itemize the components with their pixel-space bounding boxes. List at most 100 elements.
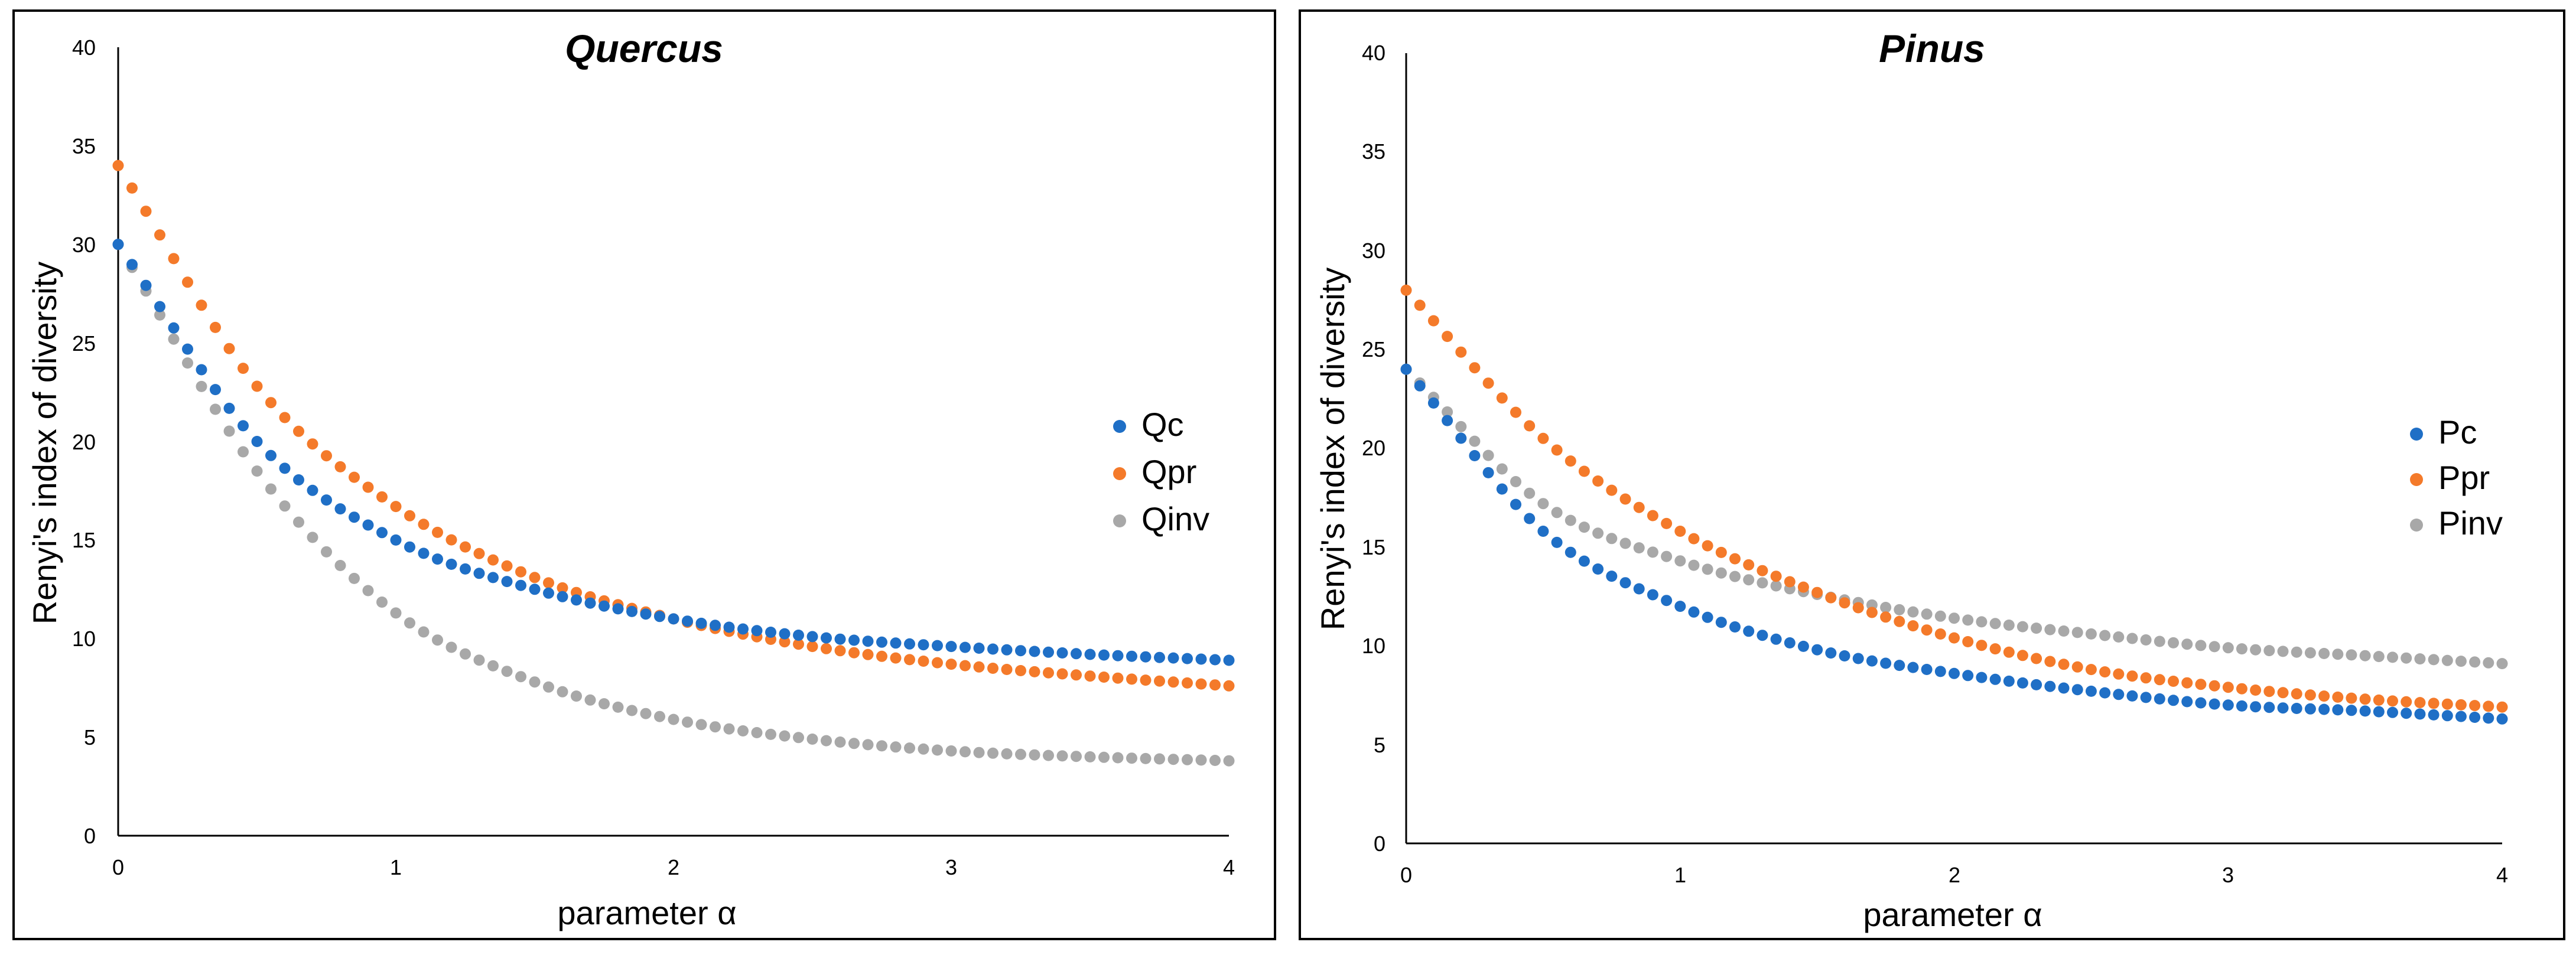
data-point-qinv bbox=[1098, 751, 1110, 763]
data-point-qinv bbox=[904, 742, 915, 754]
data-point-ppr bbox=[1619, 493, 1631, 505]
data-point-qinv bbox=[349, 572, 360, 584]
data-point-qinv bbox=[238, 446, 249, 458]
data-point-pc bbox=[2332, 704, 2344, 716]
data-point-qpr bbox=[404, 510, 415, 521]
data-point-qinv bbox=[710, 721, 721, 733]
data-point-pinv bbox=[2099, 630, 2111, 641]
data-point-qinv bbox=[557, 686, 568, 697]
data-point-qinv bbox=[1084, 751, 1096, 762]
data-point-qpr bbox=[1056, 668, 1068, 680]
data-point-pc bbox=[2387, 706, 2398, 718]
data-point-qc bbox=[890, 637, 902, 649]
data-point-qpr bbox=[432, 526, 443, 538]
series-points bbox=[112, 159, 1235, 767]
data-point-pinv bbox=[1524, 487, 1536, 499]
data-point-qc bbox=[112, 239, 124, 250]
data-point-qinv bbox=[612, 701, 624, 713]
data-point-qinv bbox=[196, 380, 207, 392]
data-point-pinv bbox=[1976, 616, 1988, 628]
data-point-pc bbox=[1811, 644, 1823, 656]
data-point-ppr bbox=[1894, 615, 1905, 627]
data-point-qc bbox=[821, 632, 832, 644]
data-point-pc bbox=[2318, 703, 2330, 715]
data-point-ppr bbox=[2140, 672, 2152, 684]
data-point-qc bbox=[1182, 653, 1193, 664]
data-point-qc bbox=[418, 547, 430, 559]
data-point-qpr bbox=[834, 645, 846, 657]
data-point-ppr bbox=[1907, 620, 1919, 632]
data-point-ppr bbox=[2126, 670, 2138, 682]
chart-title: Quercus bbox=[565, 27, 723, 70]
data-point-ppr bbox=[1633, 501, 1645, 513]
data-point-qc bbox=[293, 474, 304, 485]
legend-label: Pinv bbox=[2438, 504, 2503, 542]
data-point-ppr bbox=[1455, 346, 1467, 358]
data-point-qpr bbox=[515, 566, 526, 578]
data-point-ppr bbox=[2058, 659, 2070, 670]
data-point-qinv bbox=[599, 698, 610, 710]
data-point-ppr bbox=[2332, 691, 2344, 703]
data-point-pc bbox=[2181, 696, 2193, 708]
data-point-qinv bbox=[1126, 752, 1137, 764]
data-point-qc bbox=[640, 608, 652, 620]
data-point-pinv bbox=[2455, 656, 2467, 667]
data-point-qpr bbox=[1043, 667, 1054, 679]
x-tick-label: 4 bbox=[2496, 863, 2508, 887]
data-point-qpr bbox=[945, 659, 957, 670]
y-tick-label: 5 bbox=[84, 725, 96, 749]
data-point-pc bbox=[2373, 706, 2385, 718]
data-point-pc bbox=[2346, 705, 2357, 716]
data-point-ppr bbox=[1715, 546, 1727, 558]
data-point-pc bbox=[2140, 692, 2152, 703]
data-point-ppr bbox=[2071, 661, 2083, 673]
data-point-qpr bbox=[112, 159, 124, 171]
data-point-qc bbox=[140, 279, 152, 291]
y-tick-label: 0 bbox=[1374, 832, 1385, 856]
data-point-pc bbox=[1949, 667, 1960, 679]
data-point-pc bbox=[2441, 710, 2453, 722]
data-point-qc bbox=[1209, 654, 1221, 666]
data-point-ppr bbox=[1606, 484, 1618, 496]
x-tick-label: 1 bbox=[390, 855, 402, 879]
data-point-qinv bbox=[1154, 753, 1165, 765]
data-point-pinv bbox=[2058, 625, 2070, 637]
data-point-qc bbox=[182, 343, 193, 355]
data-point-ppr bbox=[2455, 699, 2467, 710]
data-point-qpr bbox=[904, 654, 915, 666]
data-point-qpr bbox=[210, 321, 221, 333]
data-point-qpr bbox=[1029, 666, 1040, 677]
data-point-pinv bbox=[2154, 635, 2165, 647]
chart-frame bbox=[12, 9, 1276, 940]
data-point-pinv bbox=[1907, 606, 1919, 618]
data-point-qinv bbox=[515, 671, 526, 683]
data-point-qpr bbox=[1154, 675, 1165, 687]
data-point-qinv bbox=[765, 728, 776, 740]
x-tick-label: 3 bbox=[2222, 863, 2234, 887]
data-point-qinv bbox=[1195, 754, 1207, 766]
data-point-pinv bbox=[1606, 533, 1618, 545]
data-point-qc bbox=[1029, 646, 1040, 657]
data-point-qpr bbox=[223, 343, 235, 354]
legend: Qc Qpr Qinv bbox=[1113, 406, 1209, 537]
y-tick-label: 10 bbox=[72, 627, 96, 651]
data-point-qinv bbox=[640, 708, 652, 719]
data-point-qinv bbox=[918, 743, 929, 755]
data-point-qc bbox=[445, 558, 457, 570]
data-point-qc bbox=[1195, 653, 1207, 665]
data-point-qc bbox=[1071, 648, 1082, 660]
data-point-pc bbox=[1688, 606, 1700, 618]
y-tick-label: 0 bbox=[84, 824, 96, 848]
data-point-pc bbox=[1537, 526, 1549, 537]
data-point-qpr bbox=[1195, 678, 1207, 690]
data-point-qc bbox=[599, 600, 610, 612]
data-point-ppr bbox=[2359, 693, 2371, 705]
data-point-ppr bbox=[2236, 683, 2248, 695]
data-point-qc bbox=[848, 634, 860, 646]
data-point-qinv bbox=[806, 734, 818, 745]
data-point-qinv bbox=[945, 745, 957, 757]
data-point-ppr bbox=[2195, 679, 2207, 690]
data-point-qpr bbox=[265, 397, 277, 409]
data-point-pc bbox=[2044, 680, 2056, 692]
data-point-qc bbox=[334, 503, 346, 515]
